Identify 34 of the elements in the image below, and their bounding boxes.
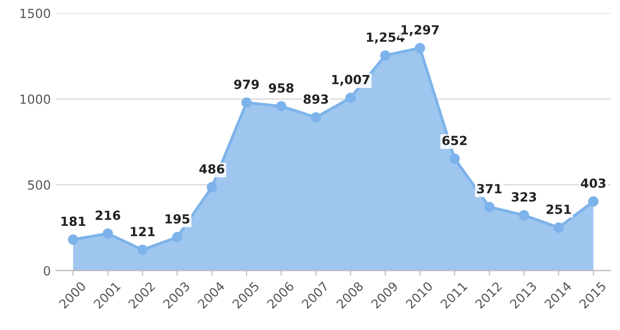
point bbox=[276, 101, 286, 112]
data-label: 371 bbox=[477, 184, 502, 194]
point bbox=[68, 234, 78, 245]
data-label: 323 bbox=[512, 192, 536, 202]
point bbox=[102, 228, 114, 239]
point bbox=[518, 210, 530, 220]
data-label: 893 bbox=[304, 94, 328, 104]
point bbox=[449, 154, 460, 164]
point bbox=[484, 202, 495, 212]
point bbox=[206, 182, 218, 192]
data-label: 251 bbox=[546, 204, 571, 214]
data-label: 181 bbox=[62, 216, 86, 226]
data-label: 121 bbox=[130, 226, 155, 236]
point bbox=[137, 244, 148, 256]
point bbox=[380, 50, 390, 61]
y-tick-label: 500 bbox=[28, 180, 50, 190]
data-label: 486 bbox=[199, 164, 224, 174]
point bbox=[241, 97, 252, 108]
y-tick-label: 1500 bbox=[20, 8, 50, 18]
point bbox=[588, 196, 599, 207]
data-label: 216 bbox=[96, 210, 120, 220]
point bbox=[414, 42, 426, 54]
y-tick-label: 0 bbox=[44, 266, 50, 276]
data-label: 979 bbox=[234, 80, 259, 90]
data-label: 195 bbox=[166, 214, 190, 224]
point bbox=[172, 232, 182, 242]
point bbox=[553, 222, 564, 233]
data-label: 403 bbox=[580, 178, 606, 188]
data-label: 1,007 bbox=[332, 74, 370, 86]
point bbox=[345, 92, 356, 104]
y-tick-label: 1000 bbox=[20, 94, 50, 104]
point bbox=[310, 112, 322, 123]
data-label: 958 bbox=[268, 83, 294, 93]
data-label: 652 bbox=[442, 136, 467, 146]
